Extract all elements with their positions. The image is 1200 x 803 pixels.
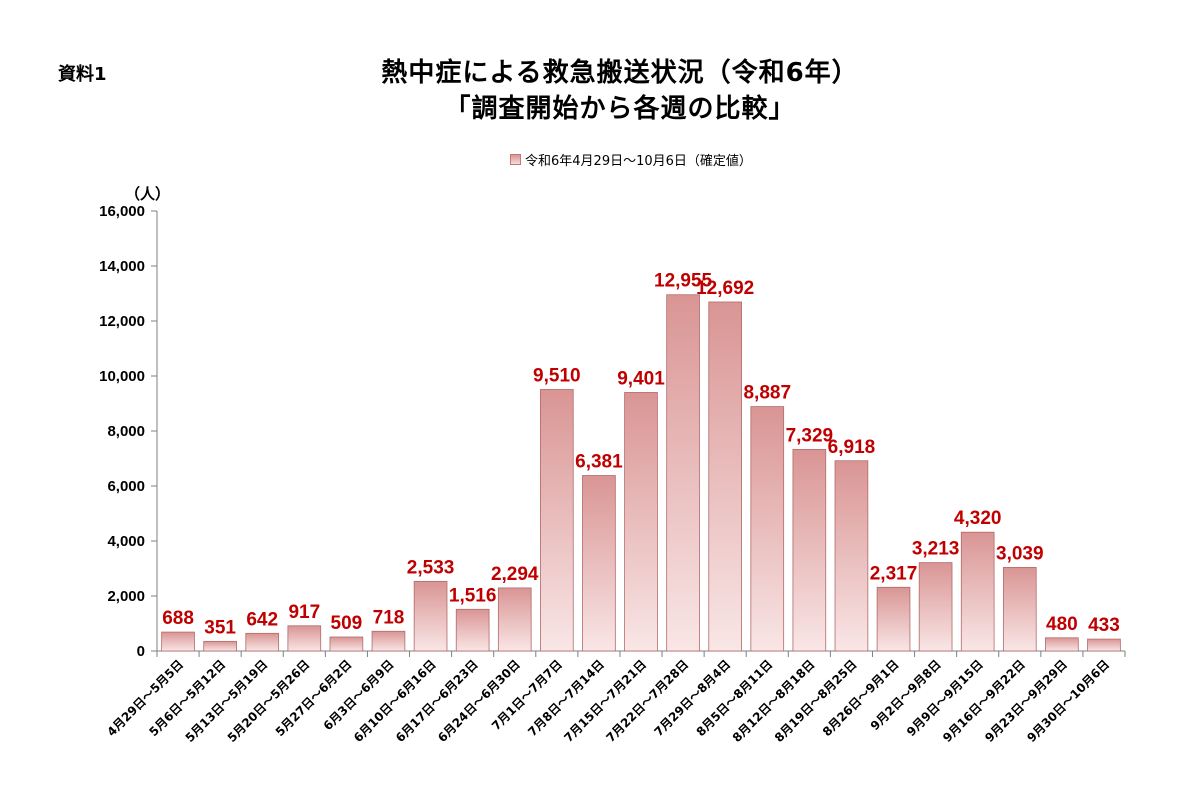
x-category-label: 7月29日～8月4日 xyxy=(651,657,733,739)
x-category-label: 8月26日～9月1日 xyxy=(820,657,902,739)
data-label: 9,510 xyxy=(533,365,581,386)
bar xyxy=(455,608,490,652)
bar xyxy=(1002,567,1037,652)
bar xyxy=(1045,637,1079,652)
x-category-label: 8月19日～8月25日 xyxy=(772,657,860,745)
x-category-label: 4月29日～5月5日 xyxy=(104,657,186,739)
data-label: 718 xyxy=(373,607,405,628)
y-tick-label: 10,000 xyxy=(99,368,145,385)
x-category-label: 5月27日～6月2日 xyxy=(273,657,355,739)
x-category-label: 9月23日～9月29日 xyxy=(982,657,1070,745)
y-tick-label: 16,000 xyxy=(99,203,145,220)
bar xyxy=(161,631,195,652)
x-category-label: 7月22日～7月28日 xyxy=(603,657,691,745)
x-category-label: 5月13日～5月19日 xyxy=(183,657,271,745)
legend-swatch xyxy=(510,154,521,165)
data-label: 642 xyxy=(246,609,278,630)
data-label: 3,039 xyxy=(996,543,1044,564)
x-category-label: 5月6日～5月12日 xyxy=(146,657,228,739)
document-label: 資料1 xyxy=(58,64,107,85)
data-label: 12,955 xyxy=(654,271,713,292)
data-label: 917 xyxy=(288,602,320,623)
y-tick-label: 6,000 xyxy=(107,478,145,495)
bar xyxy=(960,531,995,652)
bar xyxy=(287,625,322,652)
legend: 令和6年4月29日～10月6日（確定値） xyxy=(510,150,752,169)
bar xyxy=(624,392,658,652)
bar xyxy=(413,580,448,652)
bar xyxy=(750,406,785,652)
data-label: 2,294 xyxy=(491,564,539,585)
data-label: 433 xyxy=(1088,615,1120,636)
x-category-label: 7月8日～7月14日 xyxy=(525,657,607,739)
bar xyxy=(708,301,742,652)
bar xyxy=(371,630,406,652)
data-label: 3,213 xyxy=(912,539,960,560)
bar xyxy=(834,460,869,652)
bar xyxy=(203,640,237,652)
data-label: 4,320 xyxy=(954,508,1002,529)
x-category-label: 6月17日～6月23日 xyxy=(393,657,481,745)
data-label: 480 xyxy=(1046,614,1078,635)
data-label: 12,692 xyxy=(696,278,754,299)
x-category-label: 7月15日～7月21日 xyxy=(561,657,649,745)
bar xyxy=(792,449,827,652)
y-tick-label: 14,000 xyxy=(99,258,145,275)
x-category-label: 9月30日～10月6日 xyxy=(1024,657,1112,745)
y-tick-label: 12,000 xyxy=(99,313,145,330)
y-tick-label: 2,000 xyxy=(107,588,145,605)
bar xyxy=(1087,638,1121,652)
bar xyxy=(540,389,574,652)
data-label: 688 xyxy=(162,608,194,629)
data-label: 1,516 xyxy=(449,585,497,606)
x-category-label: 8月12日～8月18日 xyxy=(730,657,818,745)
x-category-label: 9月9日～9月15日 xyxy=(904,657,986,739)
data-label: 509 xyxy=(331,613,363,634)
y-tick-label: 0 xyxy=(137,643,145,660)
y-axis-unit-label: （人） xyxy=(125,185,171,203)
y-tick-label: 8,000 xyxy=(107,423,145,440)
legend-label: 令和6年4月29日～10月6日（確定値） xyxy=(525,154,752,169)
bar xyxy=(666,294,700,652)
x-category-label: 9月16日～9月22日 xyxy=(940,657,1028,745)
data-label: 2,533 xyxy=(407,557,455,578)
data-label: 351 xyxy=(204,617,236,638)
x-category-label: 6月24日～6月30日 xyxy=(435,657,523,745)
bar xyxy=(876,586,911,652)
data-label: 8,887 xyxy=(743,383,791,404)
bar xyxy=(918,562,953,652)
bar xyxy=(497,587,532,652)
data-label: 6,381 xyxy=(575,452,623,473)
y-tick-label: 4,000 xyxy=(107,533,145,550)
data-label: 2,317 xyxy=(870,563,918,584)
chart-title-line1: 熱中症による救急搬送状況（令和6年） xyxy=(381,58,859,88)
x-category-label: 5月20日～5月26日 xyxy=(225,657,313,745)
data-label: 7,329 xyxy=(786,425,834,446)
bar xyxy=(582,475,616,652)
data-label: 6,918 xyxy=(828,437,876,458)
bar xyxy=(245,632,280,652)
chart-title-line2: 「調査開始から各週の比較」 xyxy=(444,94,796,124)
data-label: 9,401 xyxy=(617,368,665,389)
x-category-label: 8月5日～8月11日 xyxy=(694,657,776,739)
bar xyxy=(329,636,364,652)
x-category-label: 6月10日～6月16日 xyxy=(351,657,439,745)
